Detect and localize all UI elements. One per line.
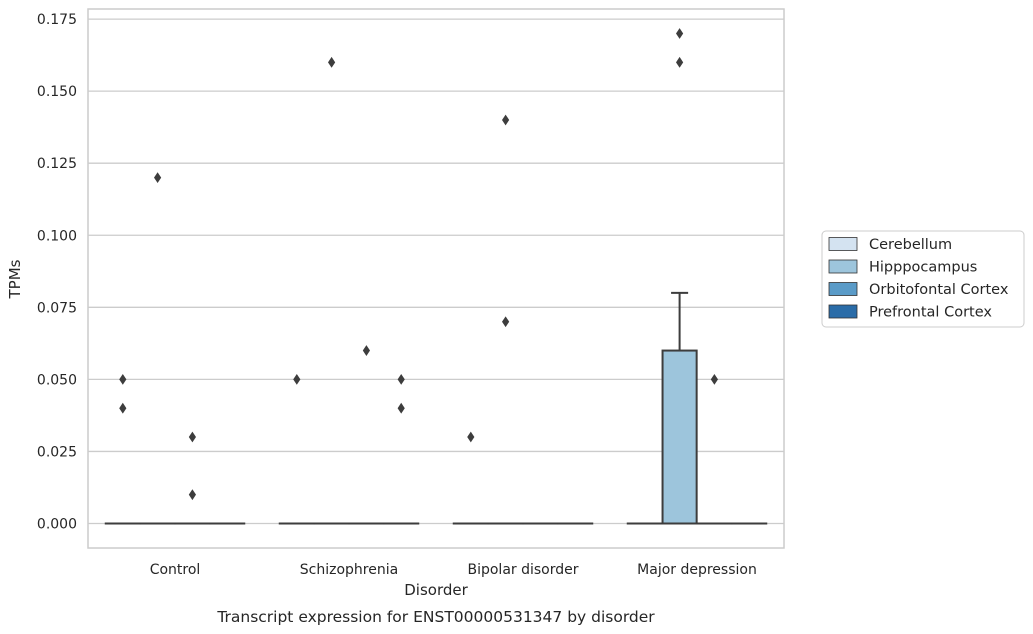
y-tick-label: 0.000 xyxy=(37,517,77,533)
box-body xyxy=(661,349,698,525)
legend-swatch xyxy=(828,259,858,274)
box-3-2 xyxy=(696,373,733,525)
x-axis-ticks: Control Schizophrenia Bipolar disorder Majo… xyxy=(150,562,757,578)
box-0-2 xyxy=(174,431,211,525)
outlier-point xyxy=(676,28,684,39)
outlier-point xyxy=(502,114,510,126)
outlier-point xyxy=(710,373,718,385)
box-1-1 xyxy=(313,56,350,525)
outlier-point xyxy=(397,402,405,414)
box-2-1 xyxy=(487,114,524,525)
outlier-point xyxy=(154,172,162,184)
box-3-1 xyxy=(661,28,698,525)
outlier-point xyxy=(119,373,127,385)
outlier-point xyxy=(293,373,301,385)
plot-frame xyxy=(87,8,785,549)
legend-label: Cerebellum xyxy=(869,237,952,253)
legend-swatch xyxy=(828,282,858,296)
outlier-point xyxy=(397,373,405,385)
legend-swatch xyxy=(828,304,858,319)
x-axis-label: Disorder xyxy=(404,581,468,599)
x-tick-label: Schizophrenia xyxy=(300,562,398,578)
x-tick-label: Control xyxy=(150,562,201,578)
y-gridlines xyxy=(88,18,784,525)
box-0-0 xyxy=(104,373,141,525)
box-0-1 xyxy=(139,172,176,525)
outlier-point xyxy=(119,402,127,414)
y-axis-ticks: 0.000 0.025 0.050 0.075 0.100 0.125 0.150 0.175 xyxy=(37,12,77,532)
y-tick-label: 0.150 xyxy=(37,84,77,100)
outlier-point xyxy=(188,431,196,443)
plot-area xyxy=(104,28,768,525)
legend-frame xyxy=(821,230,1025,328)
chart-caption: Transcript expression for ENST0000053134… xyxy=(216,608,655,626)
x-tick-label: Major depression xyxy=(637,562,757,578)
outlier-point xyxy=(467,431,475,443)
outlier-point xyxy=(502,316,510,328)
x-tick-label: Bipolar disorder xyxy=(467,562,578,578)
y-axis-label: TPMs xyxy=(6,259,24,299)
legend-label: Hipppocampus xyxy=(869,260,977,276)
legend-swatch xyxy=(828,237,858,251)
box-2-0 xyxy=(452,431,489,525)
legend-label: Orbitofontal Cortex xyxy=(869,282,1009,298)
outlier-point xyxy=(676,56,684,68)
box-1-2 xyxy=(348,345,385,525)
y-tick-label: 0.075 xyxy=(37,300,77,316)
outlier-point xyxy=(362,345,370,356)
box-1-0 xyxy=(278,373,315,525)
y-tick-label: 0.100 xyxy=(37,228,77,244)
legend-label: Prefrontal Cortex xyxy=(869,305,992,321)
outlier-point xyxy=(188,489,196,501)
box-1-3 xyxy=(383,373,420,525)
legend: Cerebellum Hipppocampus Orbitofontal Corte… xyxy=(821,230,1025,328)
y-tick-label: 0.050 xyxy=(37,372,77,388)
y-tick-label: 0.125 xyxy=(37,156,77,172)
y-tick-label: 0.175 xyxy=(37,12,77,28)
y-tick-label: 0.025 xyxy=(37,444,77,460)
outlier-point xyxy=(328,56,336,68)
